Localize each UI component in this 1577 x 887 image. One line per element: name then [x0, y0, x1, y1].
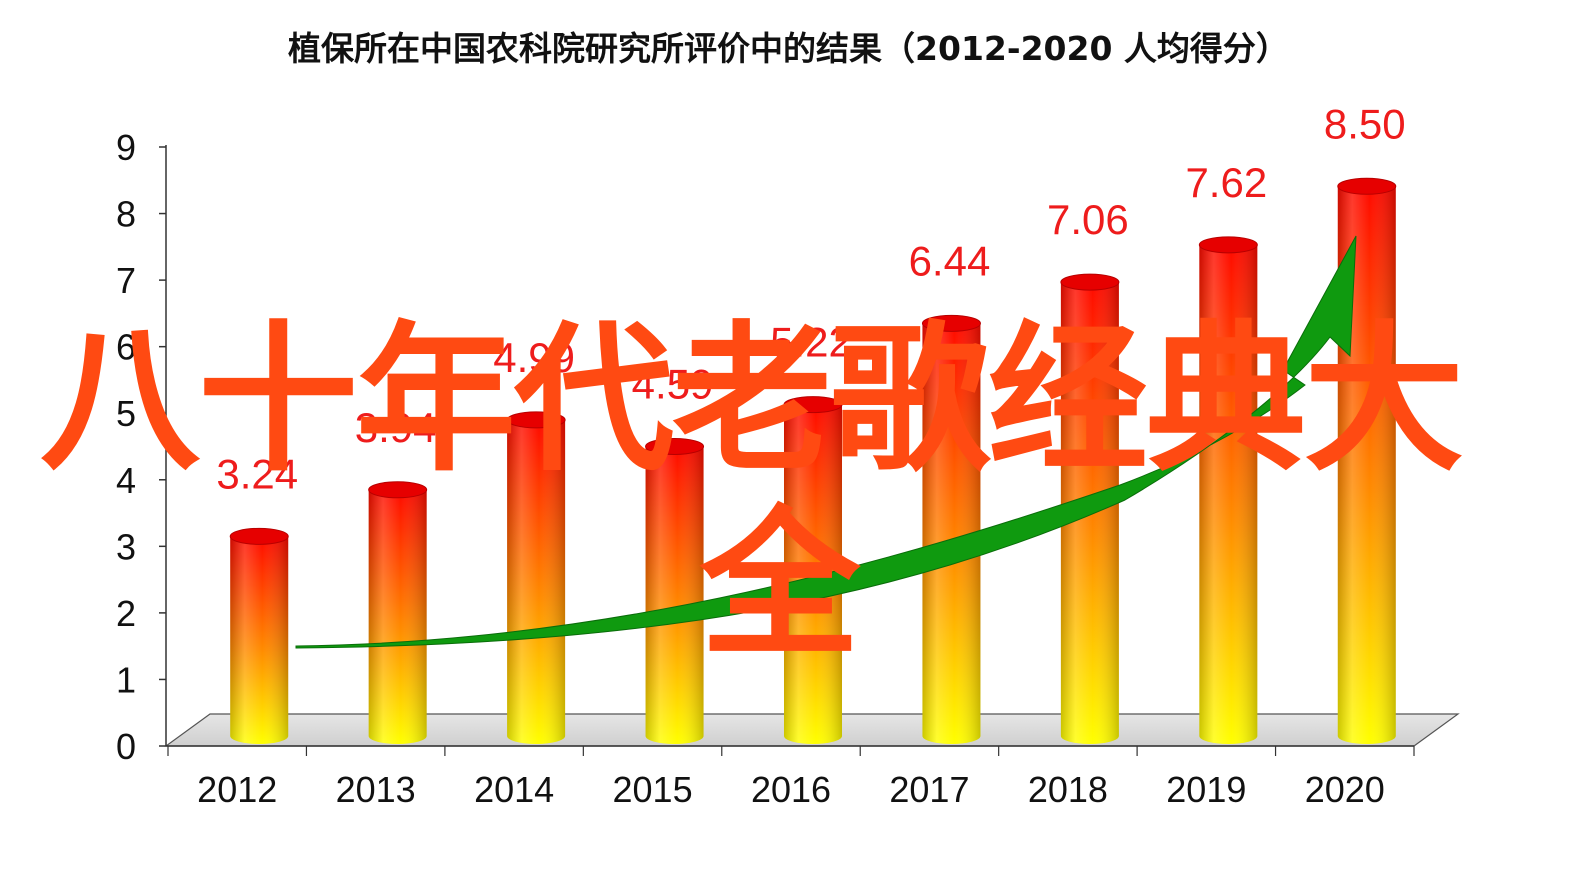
x-tick-label: 2020: [1305, 769, 1385, 810]
bar-top-2017: [921, 314, 981, 332]
bar-shade-2019: [1199, 244, 1258, 744]
bar-shade-2012: [230, 536, 289, 744]
x-tick-label: 2014: [474, 769, 554, 810]
x-tick-label: 2013: [336, 769, 416, 810]
chart-title: 植保所在中国农科院研究所评价中的结果（2012-2020 人均得分）: [288, 29, 1289, 68]
trend-arrow: [295, 235, 1357, 649]
data-label-2012: 3.24: [216, 450, 298, 497]
bar-top-2013: [368, 481, 428, 499]
data-label-2017: 6.44: [909, 237, 991, 284]
bar-top-2014: [506, 411, 566, 429]
x-tick-label: 2018: [1028, 769, 1108, 810]
bar-shade-2020: [1337, 186, 1396, 744]
y-tick-label: 1: [116, 659, 136, 700]
y-tick-label: 3: [116, 526, 136, 567]
bar-top-2016: [783, 396, 843, 414]
data-label-2016: 5.22: [770, 319, 852, 366]
data-label-2020: 8.50: [1324, 100, 1406, 147]
bar-shade-2014: [507, 419, 566, 744]
bar-shade-2016: [784, 404, 842, 744]
data-label-2015: 4.59: [632, 361, 714, 408]
y-tick-label: 0: [116, 726, 136, 767]
bar-top-2018: [1060, 273, 1120, 291]
x-tick-label: 2016: [751, 769, 831, 810]
bar-shade-2013: [368, 489, 427, 744]
x-tick-label: 2015: [613, 769, 693, 810]
data-label-2014: 4.99: [493, 334, 575, 381]
y-tick-label: 7: [116, 260, 136, 301]
y-tick-label: 4: [116, 460, 136, 501]
x-tick-label: 2012: [197, 769, 277, 810]
data-label-2019: 7.62: [1185, 159, 1267, 206]
y-tick-label: 2: [116, 593, 136, 634]
y-tick-label: 8: [116, 194, 136, 235]
bar-top-2015: [645, 438, 705, 456]
y-tick-label: 9: [116, 127, 136, 168]
bar-top-2012: [229, 527, 289, 545]
x-tick-label: 2017: [889, 769, 969, 810]
bar-shade-2015: [645, 446, 704, 744]
y-tick-label: 6: [116, 327, 136, 368]
data-label-2018: 7.06: [1047, 196, 1129, 243]
x-tick-label: 2019: [1166, 769, 1246, 810]
bar-shade-2017: [922, 323, 981, 744]
bar-top-2020: [1337, 177, 1397, 195]
y-tick-label: 5: [116, 393, 136, 434]
data-label-2013: 3.94: [355, 404, 437, 451]
bar-top-2019: [1198, 236, 1258, 254]
